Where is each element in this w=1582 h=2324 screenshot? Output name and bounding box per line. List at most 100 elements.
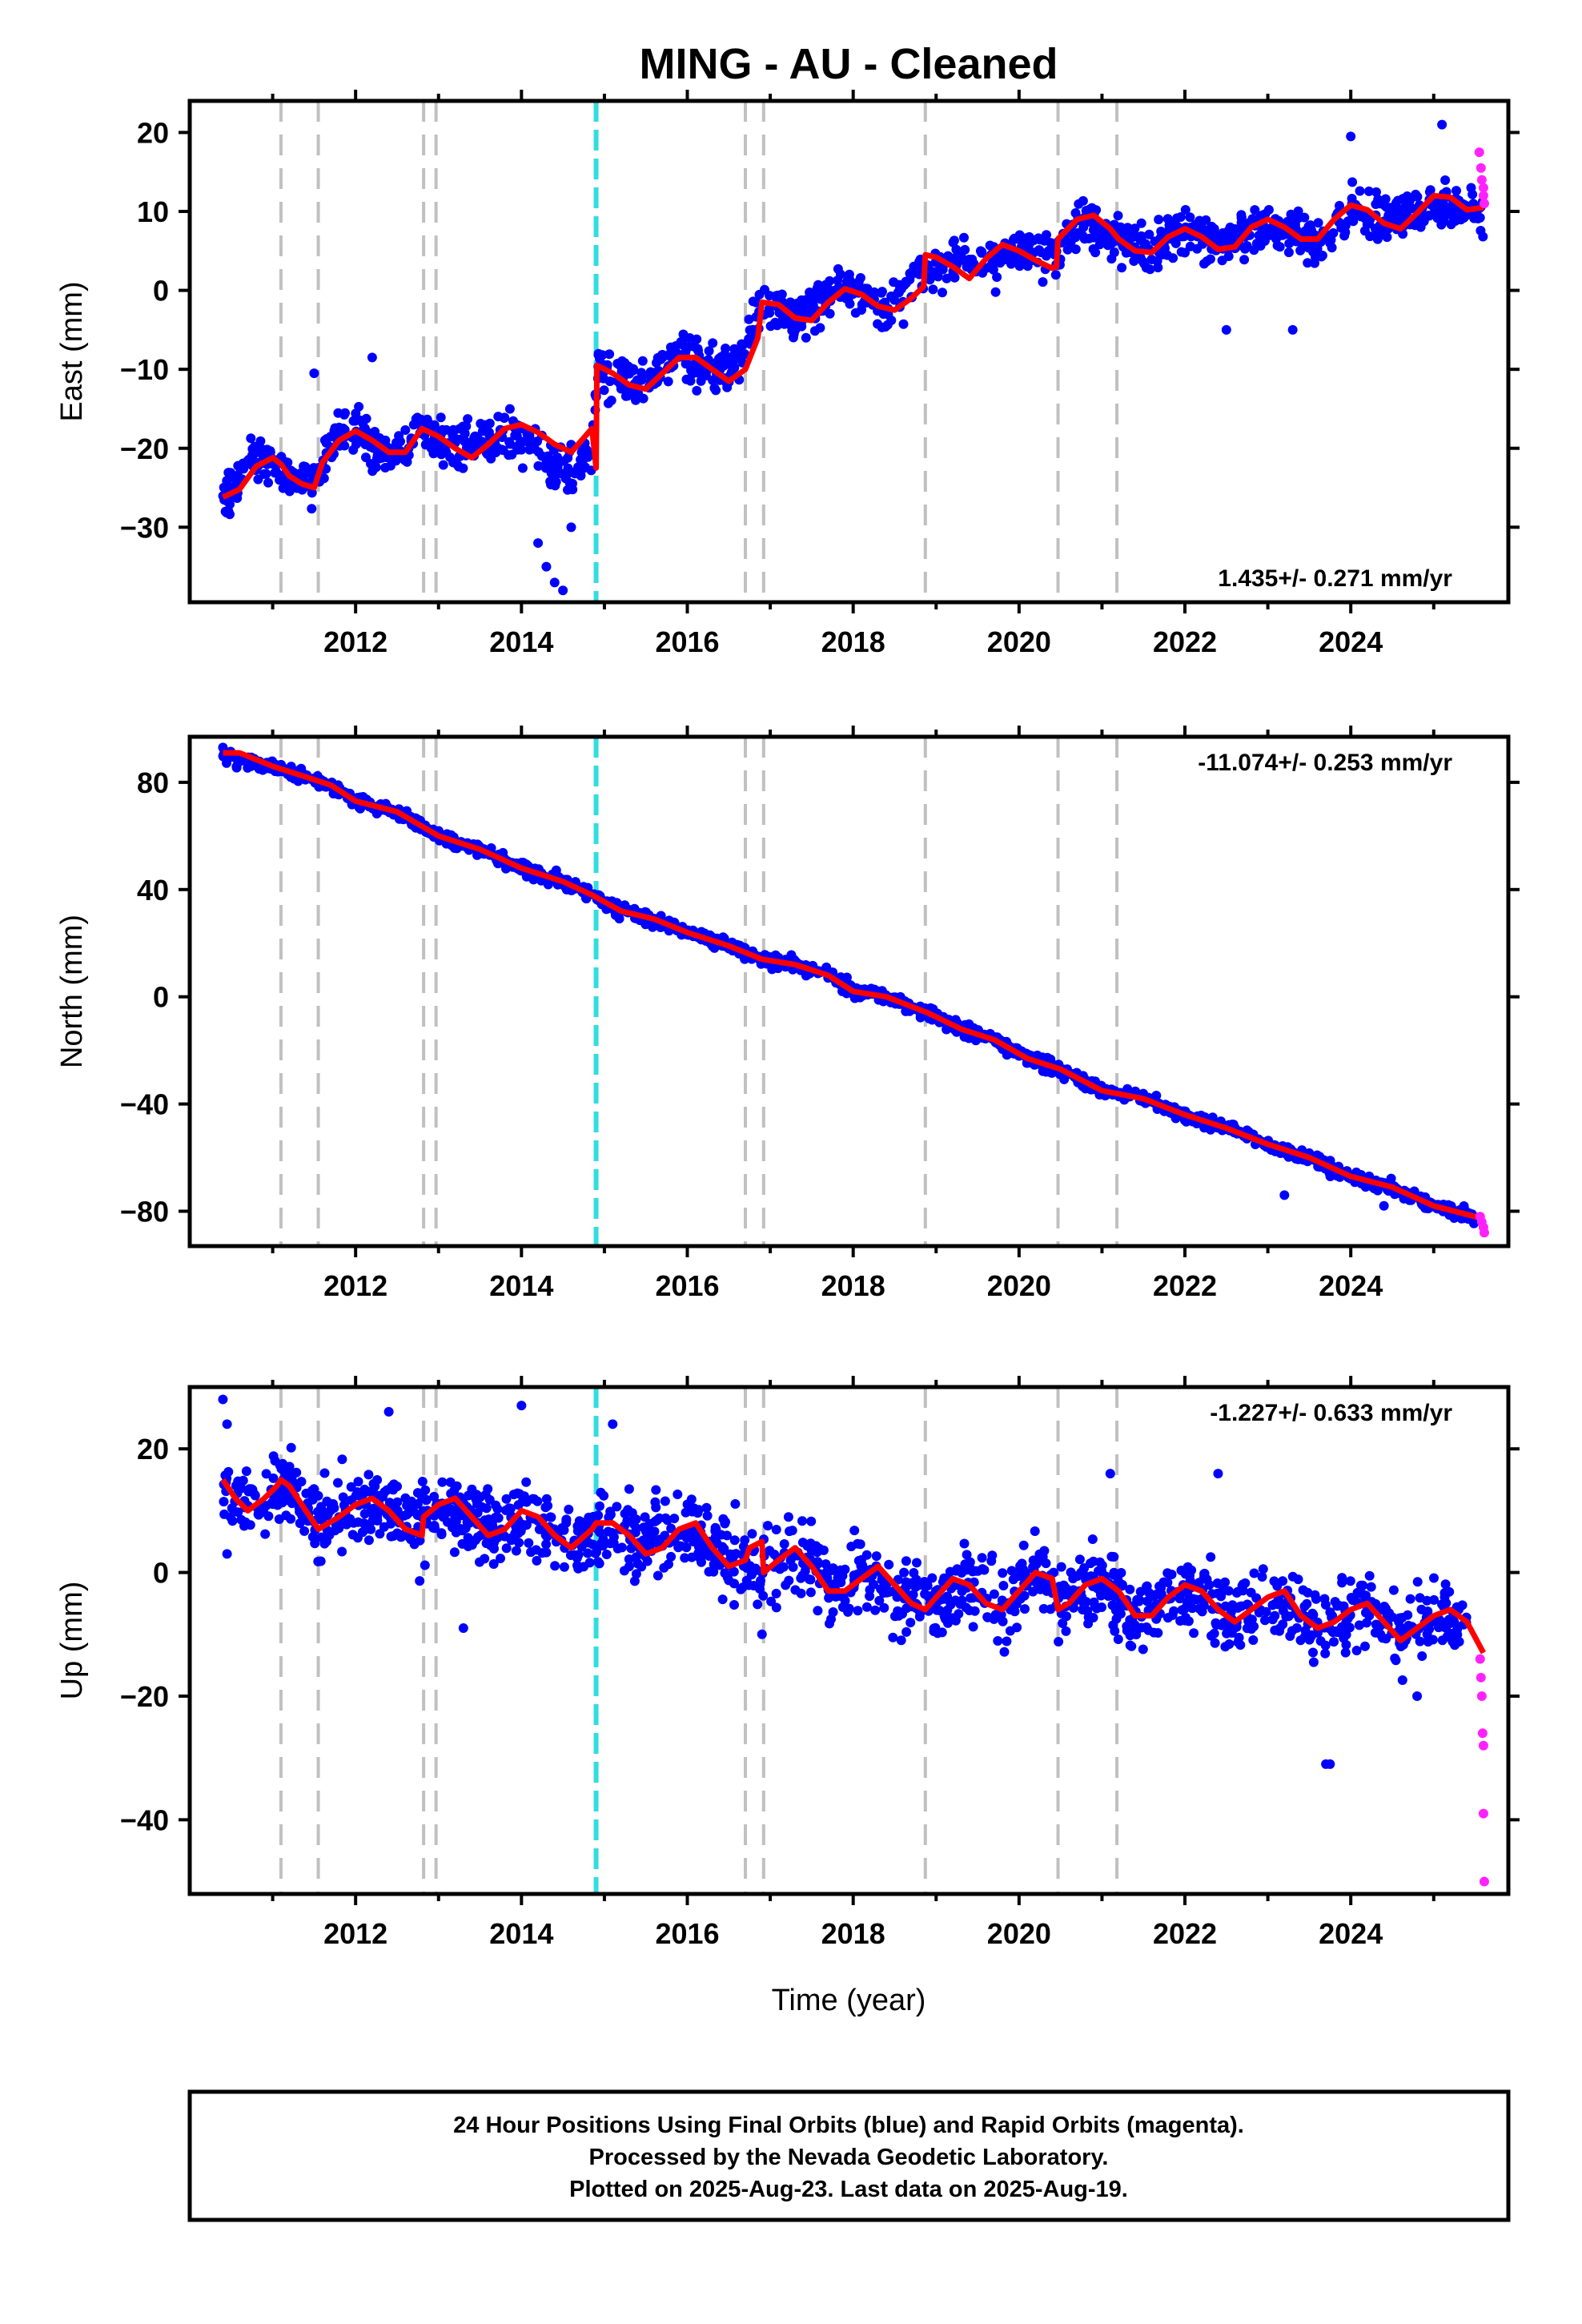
rapid-point bbox=[1478, 1740, 1488, 1751]
data-point bbox=[1326, 235, 1336, 245]
data-point bbox=[245, 1520, 255, 1530]
data-point bbox=[474, 1493, 484, 1503]
rapid-point bbox=[1475, 1654, 1485, 1664]
data-point bbox=[959, 232, 969, 243]
data-point bbox=[968, 1622, 978, 1632]
outlier-point bbox=[549, 577, 560, 588]
data-point bbox=[612, 359, 623, 368]
data-point bbox=[1364, 1610, 1375, 1621]
data-point bbox=[596, 1539, 606, 1549]
data-point bbox=[1270, 1610, 1280, 1621]
data-point bbox=[1179, 1566, 1190, 1577]
data-point bbox=[1046, 1604, 1056, 1614]
data-point bbox=[524, 1538, 534, 1548]
data-point bbox=[443, 1517, 452, 1527]
data-point bbox=[728, 351, 738, 361]
data-point bbox=[236, 1514, 247, 1525]
data-point bbox=[1360, 1641, 1370, 1651]
data-point bbox=[541, 1547, 552, 1558]
data-point bbox=[784, 1575, 794, 1586]
data-point bbox=[1437, 1635, 1447, 1646]
data-point bbox=[1339, 1601, 1349, 1611]
data-point bbox=[287, 1470, 297, 1480]
data-point bbox=[1204, 1580, 1215, 1590]
data-point bbox=[319, 1534, 329, 1544]
data-point bbox=[870, 1605, 881, 1615]
data-point bbox=[1050, 270, 1061, 280]
data-point bbox=[1170, 238, 1181, 248]
data-point bbox=[1089, 1597, 1099, 1607]
final-orbit-points bbox=[218, 1394, 1472, 1769]
data-point bbox=[841, 293, 851, 304]
data-point bbox=[219, 1497, 229, 1507]
data-point bbox=[438, 460, 448, 470]
velocity-rate-label: 1.435+/- 0.271 mm/yr bbox=[1218, 565, 1452, 592]
data-point bbox=[1320, 1640, 1331, 1651]
data-point bbox=[1391, 1655, 1401, 1666]
data-point bbox=[452, 843, 462, 854]
data-point bbox=[458, 463, 468, 473]
data-point bbox=[1340, 1647, 1351, 1658]
data-point bbox=[928, 284, 938, 295]
data-point bbox=[826, 1614, 836, 1624]
data-point bbox=[686, 1494, 697, 1505]
data-point bbox=[248, 446, 259, 456]
x-tick-label: 2022 bbox=[1153, 1917, 1217, 1950]
data-point bbox=[977, 247, 987, 258]
data-point bbox=[896, 1635, 906, 1646]
data-point bbox=[1175, 1616, 1186, 1626]
data-point bbox=[1109, 1567, 1119, 1578]
data-point bbox=[663, 376, 673, 387]
data-point bbox=[631, 1569, 641, 1579]
rapid-point bbox=[1478, 1808, 1488, 1819]
data-point bbox=[849, 1526, 860, 1536]
data-point bbox=[1144, 229, 1154, 239]
data-point bbox=[666, 1523, 677, 1534]
x-axis-label: Time (year) bbox=[772, 1984, 926, 2017]
data-point bbox=[1217, 255, 1227, 266]
data-point bbox=[492, 1512, 503, 1522]
data-point bbox=[417, 1477, 428, 1486]
data-point bbox=[979, 1565, 990, 1575]
data-point bbox=[1381, 1634, 1391, 1644]
data-point bbox=[1246, 1587, 1256, 1598]
data-point bbox=[476, 419, 486, 428]
data-point bbox=[522, 429, 532, 439]
data-point bbox=[1366, 1582, 1376, 1592]
outlier-point bbox=[383, 1406, 394, 1417]
data-point bbox=[701, 1502, 712, 1513]
data-point bbox=[313, 1556, 323, 1566]
data-point bbox=[1180, 247, 1190, 258]
data-point bbox=[545, 1512, 556, 1522]
data-point bbox=[1028, 1586, 1038, 1597]
data-point bbox=[1183, 1616, 1194, 1626]
data-point bbox=[1018, 1540, 1029, 1550]
data-point bbox=[709, 383, 720, 393]
data-point bbox=[640, 1512, 650, 1522]
data-point bbox=[463, 1533, 473, 1543]
data-point bbox=[779, 1539, 789, 1549]
data-point bbox=[330, 1526, 340, 1536]
data-point bbox=[359, 1488, 369, 1498]
data-point bbox=[1212, 1578, 1223, 1588]
data-point bbox=[513, 1500, 524, 1510]
data-point bbox=[1082, 1606, 1093, 1616]
data-point bbox=[1063, 1587, 1074, 1598]
data-point bbox=[348, 1518, 359, 1528]
data-point bbox=[1386, 1173, 1396, 1184]
data-point bbox=[437, 1477, 448, 1487]
data-point bbox=[689, 341, 699, 352]
data-point bbox=[1313, 218, 1323, 228]
data-point bbox=[666, 1551, 677, 1562]
data-point bbox=[367, 466, 378, 476]
data-point bbox=[398, 1530, 408, 1540]
data-point bbox=[637, 356, 648, 366]
data-point bbox=[905, 1618, 916, 1628]
data-point bbox=[222, 476, 232, 486]
data-point bbox=[1303, 258, 1313, 268]
data-point bbox=[380, 463, 391, 472]
data-point bbox=[896, 1607, 906, 1618]
data-point bbox=[1325, 1607, 1335, 1618]
data-point bbox=[366, 459, 375, 469]
outlier-point bbox=[1325, 1759, 1335, 1769]
